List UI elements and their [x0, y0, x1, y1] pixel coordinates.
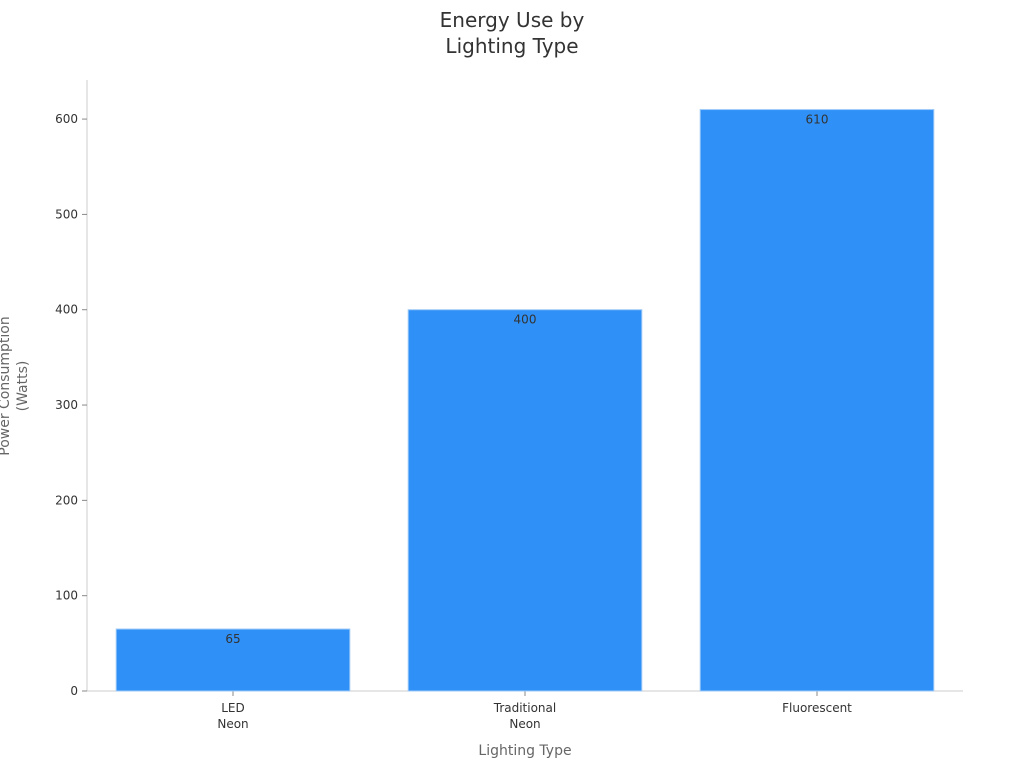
value-label: 610	[806, 113, 829, 127]
bar	[115, 628, 351, 692]
y-tick-label: 200	[55, 493, 78, 507]
y-tick-label: 0	[70, 684, 78, 698]
chart-title: Energy Use by Lighting Type	[440, 8, 585, 58]
value-label: 400	[514, 313, 537, 327]
bar	[699, 109, 935, 692]
y-tick-label: 600	[55, 112, 78, 126]
y-tick-label: 400	[55, 303, 78, 317]
y-tick-label: 300	[55, 398, 78, 412]
bar	[407, 309, 643, 692]
x-tick-label: LED Neon	[217, 701, 248, 731]
x-tick-label: Fluorescent	[782, 701, 852, 715]
y-axis-label: Power Consumption (Watts)	[0, 316, 31, 456]
y-tick-label: 500	[55, 207, 78, 221]
value-label: 65	[225, 632, 240, 646]
y-tick-label: 100	[55, 589, 78, 603]
x-axis-label: Lighting Type	[478, 743, 571, 759]
x-tick-label: Traditional Neon	[493, 701, 556, 731]
